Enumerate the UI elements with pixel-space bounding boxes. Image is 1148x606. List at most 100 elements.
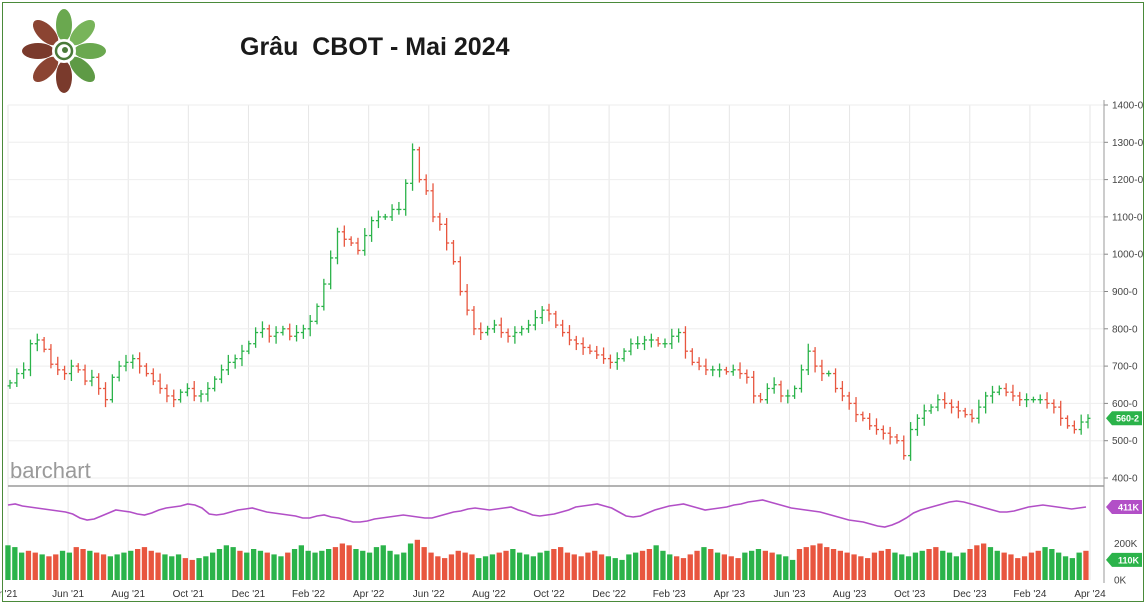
volume-bar [674, 556, 680, 580]
y-tick-label: 1100-0 [1112, 212, 1143, 223]
y-tick-label: 500-0 [1112, 436, 1138, 447]
volume-bar [107, 556, 113, 580]
ohlc-bar [246, 340, 252, 355]
volume-bar [135, 549, 141, 580]
ohlc-bar [253, 327, 259, 348]
volume-bar [1008, 554, 1014, 580]
ohlc-bar [901, 435, 907, 460]
volume-bar [128, 550, 134, 580]
volume-bar [571, 554, 577, 580]
volume-bar [332, 547, 339, 580]
x-tick-label: Jun '22 [413, 589, 445, 600]
ohlc-bar [294, 325, 300, 342]
volume-bar [141, 547, 148, 580]
ohlc-bars [7, 143, 1091, 461]
ohlc-bar [642, 335, 648, 351]
ohlc-bar [928, 404, 934, 414]
volume-bar [592, 550, 598, 580]
brand-logo [22, 9, 106, 93]
volume-bar [660, 550, 666, 580]
volume-badge [1106, 552, 1142, 567]
volume-bar [558, 547, 564, 580]
ohlc-bar [14, 368, 20, 387]
volume-bar [953, 556, 959, 580]
ohlc-bar [375, 210, 381, 229]
volume-bar [203, 556, 209, 580]
y-tick-label: 800-0 [1112, 324, 1138, 335]
ohlc-bar [355, 237, 361, 255]
ohlc-bar [307, 314, 313, 337]
ohlc-bar [362, 228, 368, 256]
x-tick-label: Dec '21 [232, 589, 266, 600]
ohlc-bar [662, 338, 668, 348]
volume-bar [251, 549, 257, 580]
ohlc-bar [594, 345, 600, 360]
ohlc-bar [48, 344, 54, 369]
ohlc-bar [655, 337, 661, 347]
open-interest-line [7, 499, 1087, 528]
volume-bar [892, 552, 898, 580]
volume-bar [312, 552, 318, 580]
last-price-label: 560-2 [1116, 414, 1139, 424]
volume-bar [926, 549, 932, 580]
ohlc-bar [532, 310, 538, 331]
ohlc-bar [744, 369, 750, 384]
ohlc-bar [21, 362, 27, 379]
ohlc-bar [410, 143, 416, 191]
ohlc-bar [457, 256, 463, 296]
volume-bar [435, 556, 441, 580]
ohlc-bar [328, 250, 334, 290]
ohlc-bar [41, 337, 47, 353]
ohlc-bar [103, 382, 109, 408]
ohlc-bar [259, 321, 265, 338]
ohlc-bar [580, 337, 586, 355]
volume-pane [5, 539, 1089, 580]
volume-bar [291, 549, 298, 580]
ohlc-bar [771, 377, 777, 394]
ohlc-bar [519, 325, 525, 336]
ohlc-bar [164, 384, 170, 403]
ohlc-bar [416, 146, 422, 183]
volume-bar [653, 545, 659, 580]
ohlc-bar [942, 392, 948, 409]
ohlc-bar [839, 381, 845, 402]
volume-bar [1069, 558, 1075, 580]
ohlc-bar [198, 389, 204, 403]
ohlc-bar [62, 365, 68, 380]
volume-bar [360, 550, 366, 580]
ohlc-bar [833, 368, 839, 393]
volume-bar [510, 549, 516, 580]
ohlc-bar [34, 333, 40, 352]
volume-bar [858, 556, 864, 580]
volume-bar [121, 552, 127, 580]
volume-bar [742, 552, 748, 580]
ohlc-bar [723, 366, 729, 375]
ohlc-bar [983, 391, 989, 414]
volume-bar [728, 556, 734, 580]
ohlc-bar [962, 407, 968, 418]
volume-bar [749, 550, 755, 580]
barchart-watermark: barchart [10, 458, 91, 483]
volume-bar [25, 550, 32, 580]
ohlc-bar [730, 364, 736, 376]
ohlc-bar [751, 370, 757, 404]
ohlc-bar [1085, 414, 1091, 429]
volume-tick-label: 0K [1114, 576, 1127, 587]
volume-bar [319, 550, 325, 580]
volume-bar [59, 550, 66, 580]
volume-bar [940, 550, 946, 580]
volume-bar [735, 558, 741, 580]
volume-bar [830, 549, 837, 580]
ohlc-bar [382, 213, 388, 220]
ohlc-bar [880, 425, 886, 440]
volume-bar [537, 552, 543, 580]
ohlc-bar [546, 303, 552, 322]
volume-bar [455, 550, 461, 580]
volume-bar [264, 552, 270, 580]
volume-bar [1021, 556, 1028, 580]
ohlc-bar [1037, 394, 1043, 404]
ohlc-bar [232, 354, 238, 369]
ohlc-bar [566, 325, 572, 346]
ohlc-bar [628, 338, 634, 356]
